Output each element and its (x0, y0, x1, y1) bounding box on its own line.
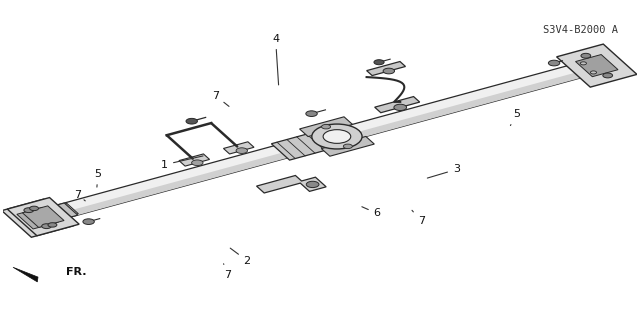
Polygon shape (17, 207, 58, 229)
Polygon shape (271, 130, 340, 160)
Circle shape (374, 60, 384, 65)
Text: 3: 3 (428, 164, 460, 178)
Polygon shape (2, 199, 74, 237)
Polygon shape (557, 44, 637, 87)
Circle shape (42, 224, 51, 228)
Text: 5: 5 (95, 169, 102, 187)
Circle shape (581, 53, 591, 58)
Circle shape (83, 219, 94, 224)
Text: 7: 7 (74, 189, 85, 201)
Polygon shape (223, 142, 254, 154)
Circle shape (307, 181, 319, 188)
Polygon shape (38, 65, 609, 224)
Text: 6: 6 (362, 207, 381, 219)
Polygon shape (374, 97, 420, 113)
Circle shape (323, 130, 351, 143)
Text: 4: 4 (272, 34, 279, 85)
Circle shape (306, 111, 317, 116)
Text: FR.: FR. (66, 267, 87, 276)
Text: 5: 5 (511, 109, 520, 125)
Text: 7: 7 (412, 210, 425, 226)
Circle shape (191, 160, 203, 165)
Circle shape (580, 62, 586, 65)
Polygon shape (52, 203, 77, 219)
Circle shape (548, 60, 560, 66)
Polygon shape (13, 267, 38, 282)
Circle shape (236, 148, 248, 154)
Circle shape (394, 104, 406, 110)
Circle shape (343, 144, 353, 148)
Circle shape (24, 208, 34, 212)
Text: 1: 1 (161, 156, 203, 170)
Circle shape (312, 124, 362, 149)
Polygon shape (7, 197, 79, 236)
Text: S3V4-B2000 A: S3V4-B2000 A (543, 25, 618, 35)
Polygon shape (300, 117, 353, 137)
Polygon shape (321, 136, 374, 156)
Polygon shape (22, 206, 64, 228)
Circle shape (591, 71, 596, 74)
Circle shape (321, 124, 330, 129)
Circle shape (29, 206, 38, 211)
Polygon shape (53, 204, 79, 218)
Polygon shape (257, 175, 326, 193)
Polygon shape (179, 154, 209, 166)
Polygon shape (575, 54, 618, 77)
Text: 7: 7 (223, 264, 232, 280)
Circle shape (186, 118, 198, 124)
Circle shape (48, 223, 57, 227)
Circle shape (383, 68, 394, 74)
Text: 2: 2 (230, 248, 251, 266)
Circle shape (603, 73, 612, 78)
Polygon shape (31, 58, 609, 224)
Text: 7: 7 (212, 91, 229, 106)
Polygon shape (367, 61, 406, 76)
